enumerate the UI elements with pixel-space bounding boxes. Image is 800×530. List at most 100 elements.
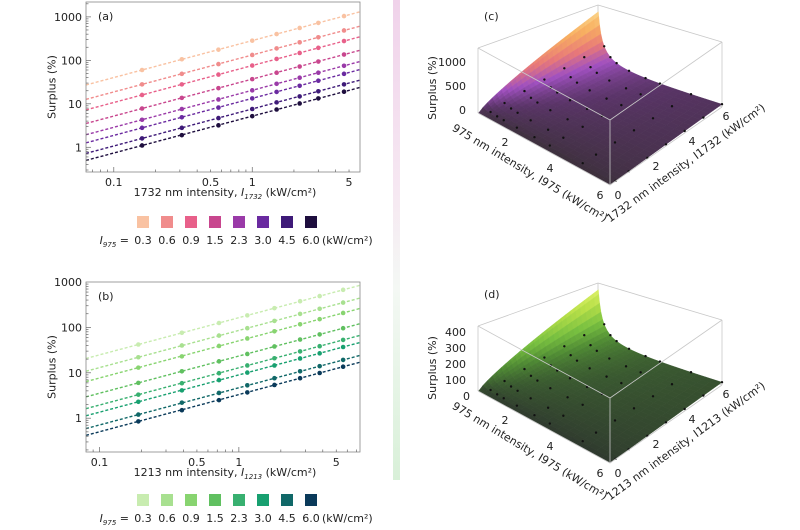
data-point [136, 399, 141, 405]
data-point [509, 107, 513, 110]
legend-value: 0.6 [158, 234, 176, 247]
y-tick-label: 4 [689, 413, 696, 426]
data-point [317, 332, 322, 337]
x-tick-label: 6 [597, 189, 604, 202]
legend-swatch [185, 494, 197, 506]
data-point [216, 85, 221, 91]
legend-value: 0.9 [182, 234, 200, 247]
data-point [316, 96, 321, 101]
legend-swatch [209, 216, 221, 228]
plot-area-b [86, 284, 360, 437]
data-point [216, 370, 222, 376]
data-point [658, 360, 662, 363]
data-point [274, 31, 279, 37]
legend-swatch [305, 216, 317, 228]
data-point [340, 310, 346, 316]
box-edge [597, 282, 723, 321]
x-tick-label: 4 [547, 440, 554, 453]
data-point [489, 110, 492, 114]
data-point [581, 162, 584, 165]
data-point [317, 306, 322, 312]
data-point [543, 356, 546, 359]
color-strip [393, 0, 400, 480]
data-point [502, 397, 505, 400]
data-point [529, 96, 533, 100]
data-point [245, 370, 250, 375]
x-axis-subscript: 1213 [244, 473, 263, 482]
x-tick-label: 5 [346, 176, 353, 189]
data-point [216, 97, 221, 102]
data-point [139, 82, 145, 87]
data-point [585, 385, 589, 389]
data-point [245, 363, 250, 368]
data-point [216, 61, 221, 67]
x-tick-label: 4 [547, 162, 554, 175]
data-point [502, 119, 505, 122]
data-point [340, 287, 346, 293]
data-point [216, 397, 222, 403]
legend-swatch [233, 216, 245, 228]
y-tick-label: 100 [61, 54, 82, 67]
data-point [179, 114, 185, 120]
data-point [566, 118, 569, 121]
data-point [632, 129, 636, 132]
data-point [569, 354, 572, 357]
data-point [317, 343, 322, 349]
legend-unit: (kW/cm²) [322, 234, 373, 247]
data-point [179, 106, 185, 112]
data-point [605, 375, 608, 378]
fit-line-0.9 [86, 36, 360, 111]
data-point [529, 374, 533, 378]
data-point [297, 337, 303, 342]
data-point [136, 419, 141, 424]
y-axis-label-b: Surplus (%) [45, 335, 59, 399]
data-point [297, 298, 303, 304]
data-point [274, 100, 279, 105]
legend-swatch [257, 494, 269, 506]
plot-area-a [86, 11, 360, 162]
panel-label-b: (b) [98, 290, 114, 303]
data-point [316, 78, 321, 84]
legend-value: 2.3 [230, 512, 248, 525]
data-point [624, 87, 628, 90]
x-axis-unit: (kW/cm²) [262, 186, 317, 199]
legend-swatch [233, 494, 245, 506]
data-point [179, 56, 185, 62]
data-point [516, 111, 519, 114]
data-point [340, 337, 346, 343]
data-point [341, 71, 347, 77]
data-point [179, 380, 185, 386]
y-tick-label: 10 [68, 367, 82, 380]
data-point [569, 76, 572, 79]
plot-frame-a [85, 1, 361, 173]
data-point [563, 67, 566, 70]
y-tick-label: 1000 [54, 276, 82, 289]
data-point [563, 345, 566, 348]
data-point [341, 82, 347, 87]
data-point [594, 431, 598, 434]
data-point [297, 311, 303, 317]
x-tick-label: 1 [249, 176, 256, 189]
data-point [179, 95, 185, 101]
x-tick-label: 2 [502, 136, 509, 149]
box-edge [477, 390, 611, 464]
fit-line-0.3 [86, 11, 360, 86]
fit-line-4.5 [86, 354, 360, 430]
data-point [549, 387, 552, 390]
y-tick-label: 1 [75, 412, 82, 425]
data-point [249, 106, 255, 112]
legend-value: 2.3 [230, 234, 248, 247]
data-point [297, 322, 303, 327]
data-point [536, 379, 539, 382]
y-tick-label: 100 [61, 321, 82, 334]
x-axis-subscript: 1732 [244, 193, 263, 202]
data-point [249, 52, 255, 58]
z-tick-label: 0 [459, 104, 466, 117]
y-axis-label-a: Surplus (%) [45, 55, 59, 119]
data-point [316, 70, 321, 75]
panel-label-a: (a) [98, 10, 113, 23]
data-point [297, 101, 302, 106]
data-point [139, 136, 145, 141]
data-point [516, 389, 519, 392]
